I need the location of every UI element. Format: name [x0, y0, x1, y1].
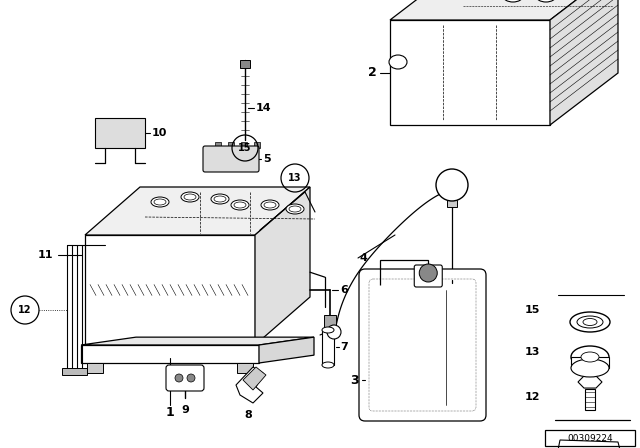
Ellipse shape — [322, 327, 334, 333]
Ellipse shape — [570, 312, 610, 332]
Polygon shape — [322, 330, 334, 365]
Text: 6: 6 — [340, 285, 348, 295]
Text: 12: 12 — [525, 392, 540, 402]
Circle shape — [419, 264, 437, 282]
Polygon shape — [237, 363, 253, 373]
Ellipse shape — [151, 197, 169, 207]
Ellipse shape — [571, 346, 609, 368]
Polygon shape — [95, 118, 145, 148]
Polygon shape — [215, 142, 221, 148]
Text: 4: 4 — [360, 253, 368, 263]
Polygon shape — [558, 440, 620, 448]
Polygon shape — [241, 142, 247, 148]
Text: 13: 13 — [288, 173, 301, 183]
Polygon shape — [585, 389, 595, 410]
Polygon shape — [240, 60, 250, 68]
Text: 2: 2 — [368, 66, 377, 79]
Polygon shape — [81, 337, 314, 345]
Ellipse shape — [583, 319, 597, 326]
Polygon shape — [85, 235, 255, 345]
Ellipse shape — [503, 0, 523, 2]
Polygon shape — [447, 200, 457, 207]
Ellipse shape — [577, 316, 603, 328]
Text: 10: 10 — [152, 128, 168, 138]
Polygon shape — [578, 376, 602, 388]
Text: 11: 11 — [38, 250, 54, 260]
Polygon shape — [324, 315, 336, 328]
Polygon shape — [87, 363, 103, 373]
FancyBboxPatch shape — [359, 269, 486, 421]
Text: 00309224: 00309224 — [567, 434, 613, 443]
Polygon shape — [255, 187, 310, 345]
Polygon shape — [390, 0, 618, 20]
Polygon shape — [571, 357, 609, 368]
Ellipse shape — [211, 194, 229, 204]
Text: 12: 12 — [19, 305, 32, 315]
Ellipse shape — [571, 359, 609, 377]
Polygon shape — [259, 337, 314, 363]
Polygon shape — [550, 0, 618, 125]
Circle shape — [436, 169, 468, 201]
Polygon shape — [236, 367, 263, 403]
Circle shape — [327, 325, 341, 339]
Ellipse shape — [389, 55, 407, 69]
Ellipse shape — [536, 0, 556, 2]
Circle shape — [187, 374, 195, 382]
Polygon shape — [85, 187, 310, 235]
Text: 9: 9 — [181, 405, 189, 415]
Polygon shape — [254, 142, 260, 148]
Text: 15: 15 — [238, 143, 252, 153]
Circle shape — [175, 374, 183, 382]
Polygon shape — [390, 20, 550, 125]
Ellipse shape — [322, 362, 334, 368]
Polygon shape — [62, 368, 87, 375]
FancyBboxPatch shape — [166, 365, 204, 391]
Ellipse shape — [286, 204, 304, 214]
Polygon shape — [243, 367, 266, 390]
FancyBboxPatch shape — [414, 265, 442, 287]
Polygon shape — [228, 142, 234, 148]
Text: 7: 7 — [340, 342, 348, 352]
Text: 1: 1 — [166, 405, 174, 418]
Text: 3: 3 — [350, 374, 358, 387]
Ellipse shape — [261, 200, 279, 210]
FancyBboxPatch shape — [203, 146, 259, 172]
Ellipse shape — [181, 192, 199, 202]
Text: 15: 15 — [525, 305, 540, 315]
Ellipse shape — [231, 200, 249, 210]
Polygon shape — [81, 345, 259, 363]
Text: 5: 5 — [263, 154, 271, 164]
Text: 8: 8 — [244, 410, 252, 420]
Ellipse shape — [581, 352, 599, 362]
Text: 14: 14 — [256, 103, 271, 113]
Text: 13: 13 — [525, 347, 540, 357]
